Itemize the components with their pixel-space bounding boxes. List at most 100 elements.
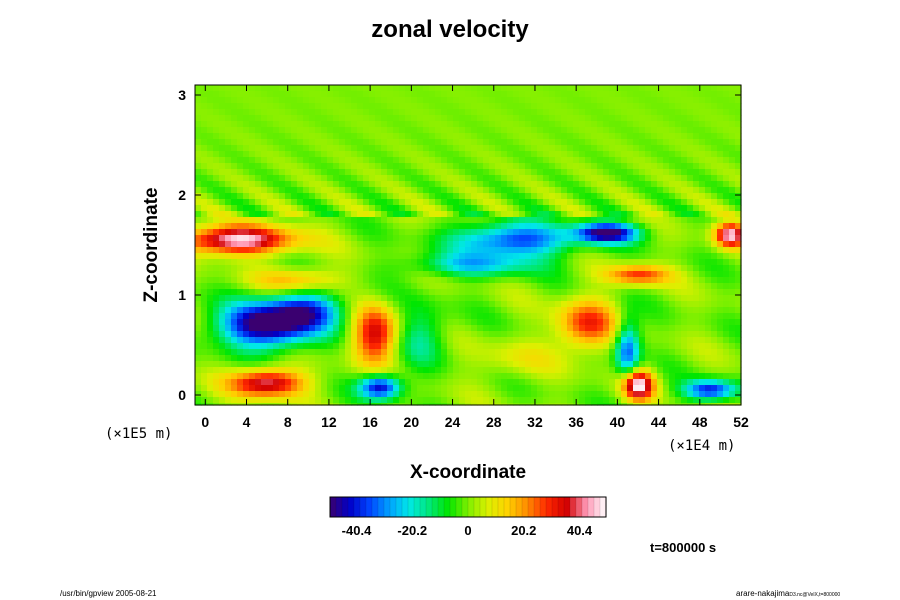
field-cell (555, 187, 562, 194)
field-cell (471, 109, 478, 116)
field-cell (453, 163, 460, 170)
field-cell (735, 235, 742, 242)
field-cell (309, 319, 316, 326)
field-cell (585, 229, 592, 236)
field-cell (519, 115, 526, 122)
field-cell (717, 157, 724, 164)
field-cell (549, 283, 556, 290)
field-cell (291, 193, 298, 200)
field-cell (591, 205, 598, 212)
field-cell (489, 301, 496, 308)
field-cell (243, 241, 250, 248)
field-cell (285, 397, 292, 404)
field-cell (315, 265, 322, 272)
field-cell (219, 301, 226, 308)
field-cell (447, 175, 454, 182)
field-cell (729, 319, 736, 326)
field-cell (561, 169, 568, 176)
field-cell (243, 145, 250, 152)
field-cell (255, 397, 262, 404)
field-cell (729, 193, 736, 200)
field-cell (225, 301, 232, 308)
field-cell (297, 325, 304, 332)
field-cell (735, 373, 742, 380)
field-cell (393, 157, 400, 164)
field-cell (639, 193, 646, 200)
field-cell (435, 217, 442, 224)
field-cell (345, 313, 352, 320)
field-cell (603, 151, 610, 158)
field-cell (297, 385, 304, 392)
field-cell (567, 307, 574, 314)
field-cell (597, 349, 604, 356)
field-cell (453, 103, 460, 110)
field-cell (411, 115, 418, 122)
field-cell (249, 205, 256, 212)
field-cell (453, 223, 460, 230)
field-cell (567, 367, 574, 374)
field-cell (453, 187, 460, 194)
field-cell (267, 229, 274, 236)
field-cell (375, 373, 382, 380)
field-cell (591, 319, 598, 326)
field-cell (657, 385, 664, 392)
field-cell (207, 253, 214, 260)
field-cell (405, 193, 412, 200)
field-cell (441, 319, 448, 326)
field-cell (321, 157, 328, 164)
field-cell (309, 277, 316, 284)
field-cell (483, 271, 490, 278)
field-cell (261, 379, 268, 386)
field-cell (519, 127, 526, 134)
field-cell (657, 235, 664, 242)
field-cell (381, 361, 388, 368)
field-cell (231, 391, 238, 398)
field-cell (639, 217, 646, 224)
field-cell (489, 223, 496, 230)
field-cell (531, 313, 538, 320)
field-cell (381, 247, 388, 254)
field-cell (393, 169, 400, 176)
field-cell (555, 253, 562, 260)
field-cell (333, 253, 340, 260)
field-cell (441, 289, 448, 296)
field-cell (249, 109, 256, 116)
field-cell (243, 157, 250, 164)
field-cell (339, 283, 346, 290)
field-cell (231, 283, 238, 290)
field-cell (609, 349, 616, 356)
field-cell (489, 211, 496, 218)
field-cell (225, 91, 232, 98)
field-cell (447, 271, 454, 278)
field-cell (279, 223, 286, 230)
field-cell (555, 349, 562, 356)
x-tick-label: 20 (404, 414, 420, 430)
field-cell (495, 265, 502, 272)
field-cell (615, 115, 622, 122)
field-cell (633, 325, 640, 332)
field-cell (369, 163, 376, 170)
field-cell (441, 283, 448, 290)
field-cell (615, 223, 622, 230)
field-cell (243, 103, 250, 110)
field-cell (609, 229, 616, 236)
field-cell (639, 163, 646, 170)
field-cell (219, 325, 226, 332)
field-cell (615, 127, 622, 134)
field-cell (687, 139, 694, 146)
field-cell (717, 205, 724, 212)
field-cell (417, 121, 424, 128)
field-cell (195, 331, 202, 338)
field-cell (507, 103, 514, 110)
field-cell (417, 307, 424, 314)
field-cell (495, 121, 502, 128)
field-cell (291, 283, 298, 290)
field-cell (231, 325, 238, 332)
field-cell (555, 403, 562, 406)
field-cell (399, 319, 406, 326)
field-cell (309, 157, 316, 164)
field-cell (675, 391, 682, 398)
field-cell (357, 169, 364, 176)
field-cell (645, 271, 652, 278)
field-cell (405, 319, 412, 326)
